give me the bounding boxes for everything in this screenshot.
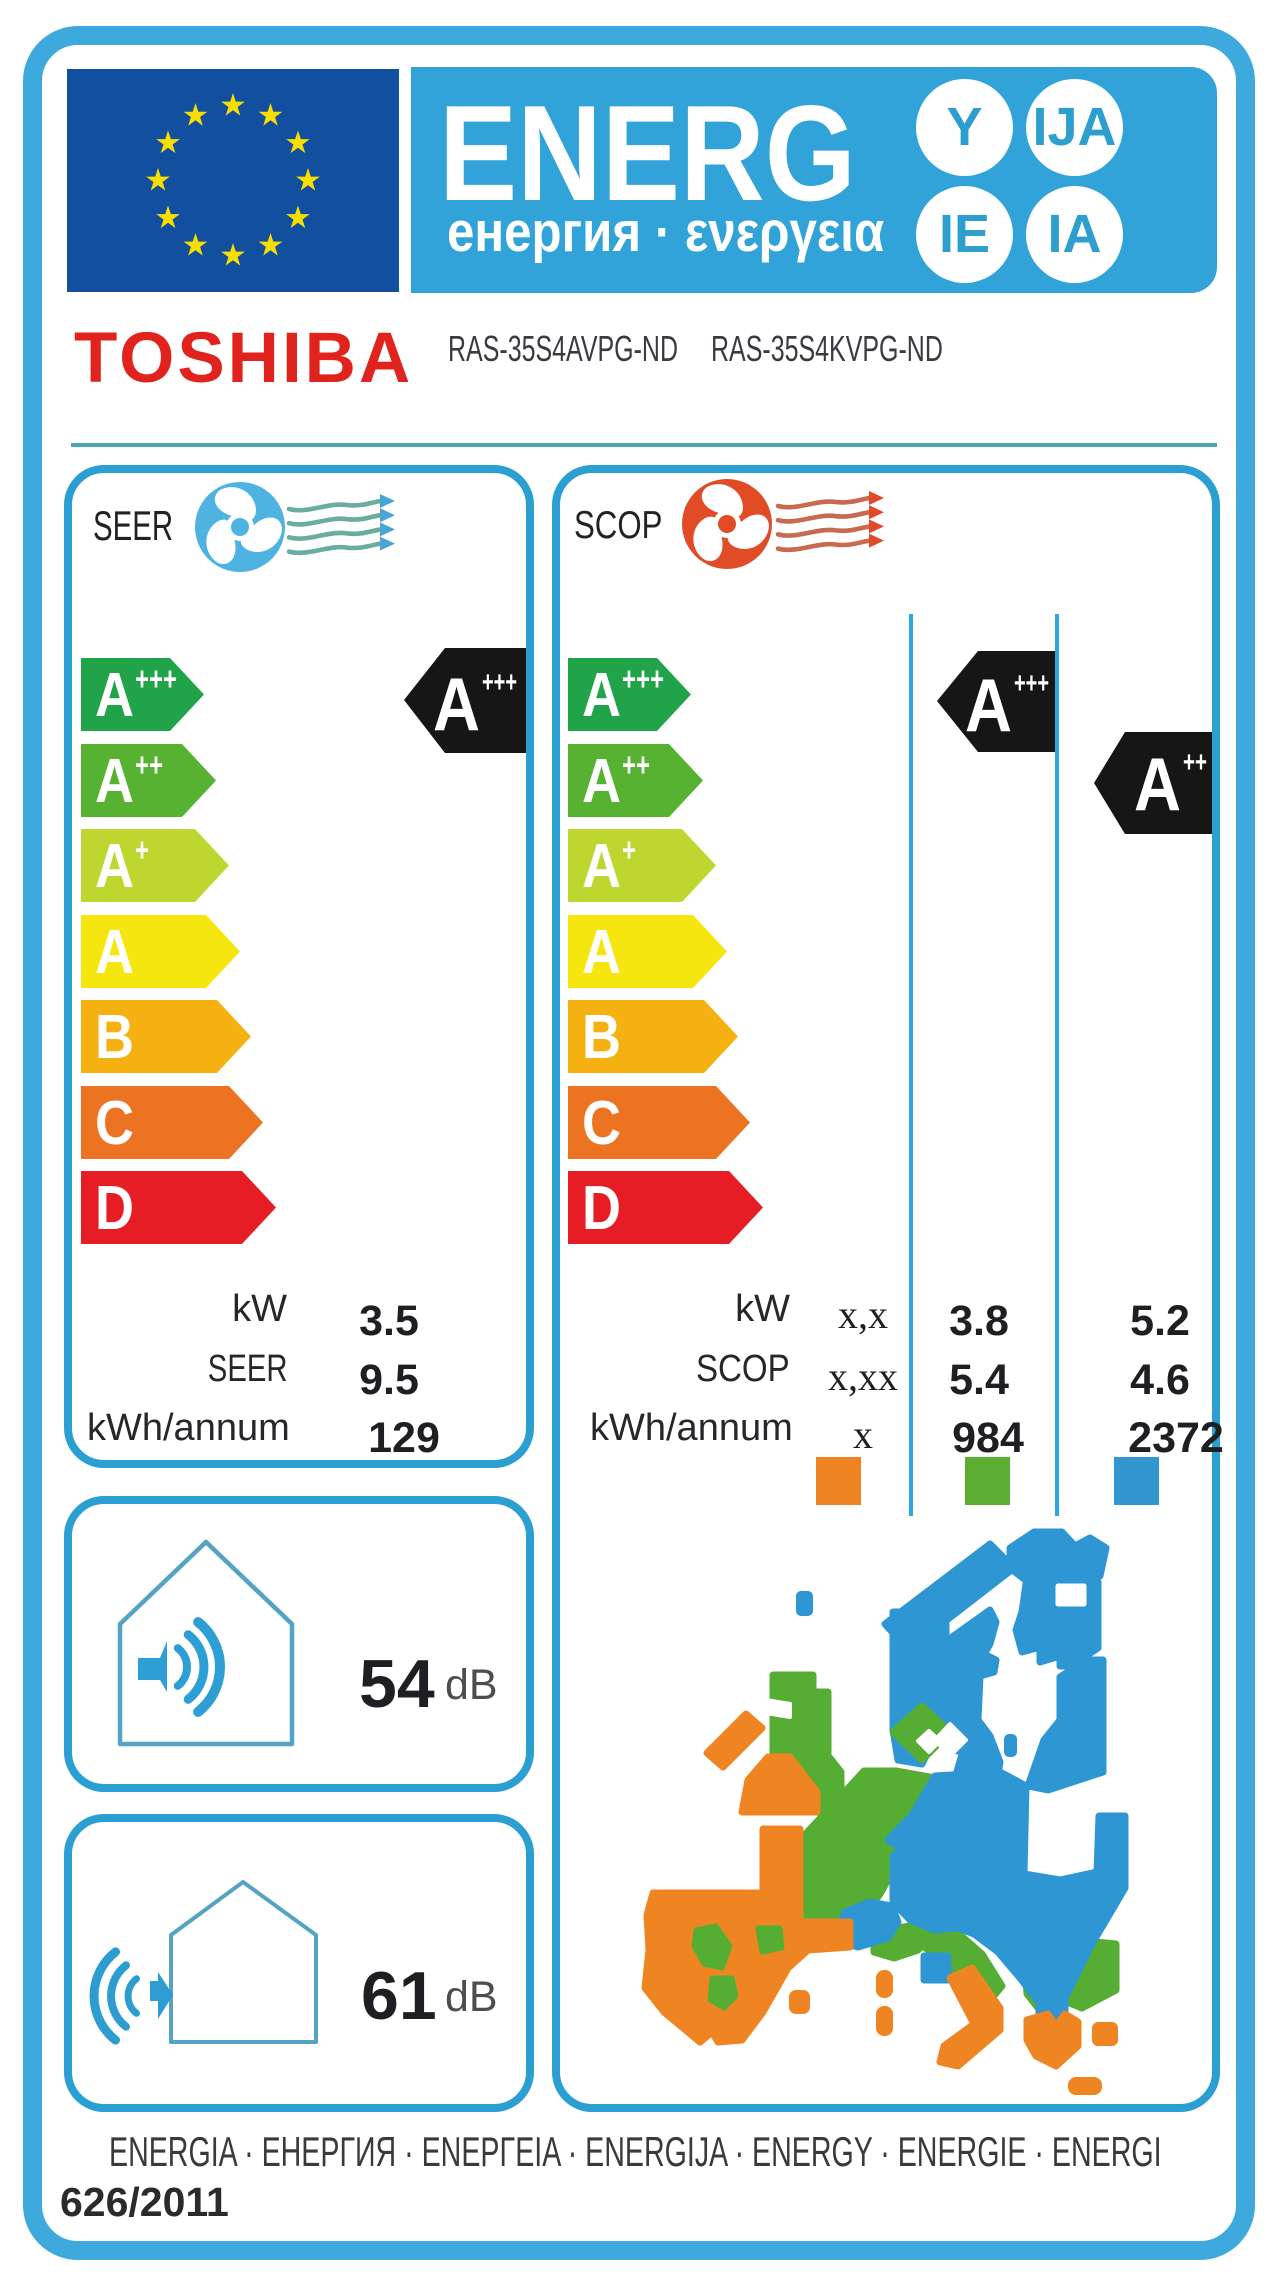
svg-text:A: A — [1134, 742, 1181, 826]
svg-text:A: A — [582, 747, 621, 816]
svg-text:B: B — [582, 1003, 621, 1072]
svg-text:++: ++ — [622, 746, 650, 783]
svg-text:+++: +++ — [1014, 667, 1049, 700]
svg-text:A: A — [95, 832, 134, 901]
svg-text:+++: +++ — [482, 666, 517, 699]
svg-text:A: A — [95, 747, 134, 816]
svg-text:A: A — [582, 661, 621, 730]
svg-text:D: D — [582, 1174, 621, 1243]
svg-text:+++: +++ — [622, 660, 664, 697]
svg-text:A: A — [582, 832, 621, 901]
svg-text:B: B — [95, 1003, 134, 1072]
svg-text:A: A — [433, 662, 480, 746]
svg-text:+++: +++ — [135, 660, 177, 697]
svg-text:++: ++ — [135, 746, 163, 783]
svg-text:++: ++ — [1183, 746, 1207, 779]
svg-text:A: A — [95, 918, 134, 987]
svg-text:A: A — [965, 663, 1012, 747]
svg-text:+: + — [135, 831, 149, 868]
svg-text:C: C — [582, 1089, 621, 1158]
svg-text:D: D — [95, 1174, 134, 1243]
svg-text:A: A — [582, 918, 621, 987]
svg-text:A: A — [95, 661, 134, 730]
svg-text:C: C — [95, 1089, 134, 1158]
svg-text:+: + — [622, 831, 636, 868]
